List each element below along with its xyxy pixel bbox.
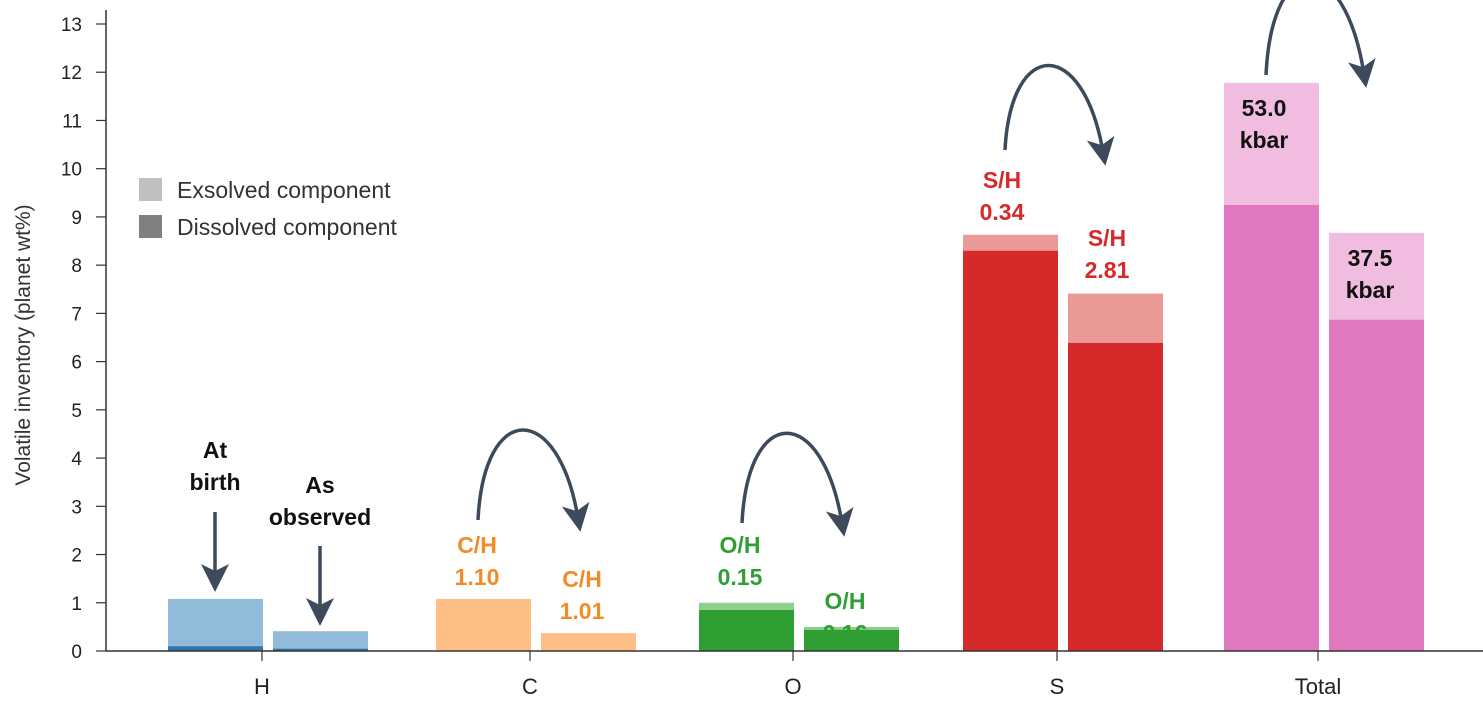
y-tick-label: 1 — [71, 594, 82, 615]
y-tick-label: 2 — [71, 546, 82, 567]
y-tick-label: 4 — [71, 449, 82, 470]
annotation-label: kbar — [1346, 277, 1395, 303]
y-tick-label: 6 — [71, 353, 82, 374]
curved-arrow-icon — [740, 431, 854, 537]
curved-arrow-icon — [1264, 0, 1376, 88]
annotation-label: As — [305, 472, 334, 498]
y-tick-label: 5 — [71, 401, 82, 422]
annotation-label: birth — [189, 469, 240, 495]
bar-exsolved-h — [168, 598, 263, 647]
y-tick-label: 11 — [62, 111, 82, 132]
y-tick-label: 0 — [71, 642, 82, 663]
y-tick-label: 7 — [71, 304, 82, 325]
annotation-label: At — [203, 437, 228, 463]
legend-label: Dissolved component — [177, 214, 398, 240]
annotation-label: 0.15 — [718, 564, 763, 590]
y-tick-label: 10 — [61, 160, 82, 181]
annotation-label: O/H — [720, 532, 761, 558]
bar-dissolved-h — [273, 648, 368, 651]
legend-label: Exsolved component — [177, 177, 391, 203]
bar-dissolved-s — [1068, 342, 1163, 651]
legend-swatch — [139, 215, 162, 238]
annotation-label: S/H — [983, 167, 1021, 193]
annotation-label: 0.34 — [980, 199, 1025, 225]
bar-dissolved-s — [963, 250, 1058, 651]
annotation-label: 2.81 — [1085, 257, 1130, 283]
annotation-label: kbar — [1240, 127, 1289, 153]
x-tick-label: S — [1050, 674, 1065, 699]
y-tick-label: 3 — [71, 497, 82, 518]
annotation-label: S/H — [1088, 225, 1126, 251]
curved-arrow-icon — [476, 428, 590, 532]
annotation-label: 1.10 — [455, 564, 500, 590]
y-tick-label: 8 — [71, 256, 82, 277]
bar-exsolved-total — [1224, 82, 1319, 205]
bar-dissolved-total — [1224, 204, 1319, 651]
bar-dissolved-o — [804, 629, 899, 651]
bar-dissolved-total — [1329, 319, 1424, 651]
x-tick-label: C — [522, 674, 538, 699]
annotation-label: 37.5 — [1348, 245, 1393, 271]
curved-arrow-icon — [1003, 63, 1115, 166]
legend-swatch — [139, 178, 162, 201]
bar-exsolved-h — [273, 631, 368, 649]
y-tick-label: 9 — [71, 208, 82, 229]
y-axis-label: Volatile inventory (planet wt%) — [12, 204, 35, 485]
annotation-label: observed — [269, 504, 371, 530]
bar-dissolved-o — [699, 610, 794, 651]
bar-dissolved-c — [436, 598, 531, 651]
bar-exsolved-s — [1068, 293, 1163, 343]
bar-exsolved-o — [699, 602, 794, 611]
annotation-label: 1.01 — [560, 598, 605, 624]
bar-dissolved-h — [168, 646, 263, 651]
annotation-label: 0.16 — [823, 620, 868, 646]
bar-exsolved-total — [1329, 232, 1424, 320]
bar-exsolved-s — [963, 234, 1058, 251]
y-tick-label: 12 — [61, 63, 82, 84]
bar-exsolved-o — [804, 626, 899, 630]
x-tick-label: H — [254, 674, 270, 699]
annotation-label: C/H — [562, 566, 602, 592]
annotation-label: 53.0 — [1242, 95, 1287, 121]
x-tick-label: Total — [1295, 674, 1341, 699]
x-tick-label: O — [784, 674, 801, 699]
annotation-label: O/H — [825, 588, 866, 614]
bar-dissolved-c — [541, 633, 636, 651]
y-tick-label: 13 — [61, 15, 82, 36]
annotation-label: C/H — [457, 532, 497, 558]
